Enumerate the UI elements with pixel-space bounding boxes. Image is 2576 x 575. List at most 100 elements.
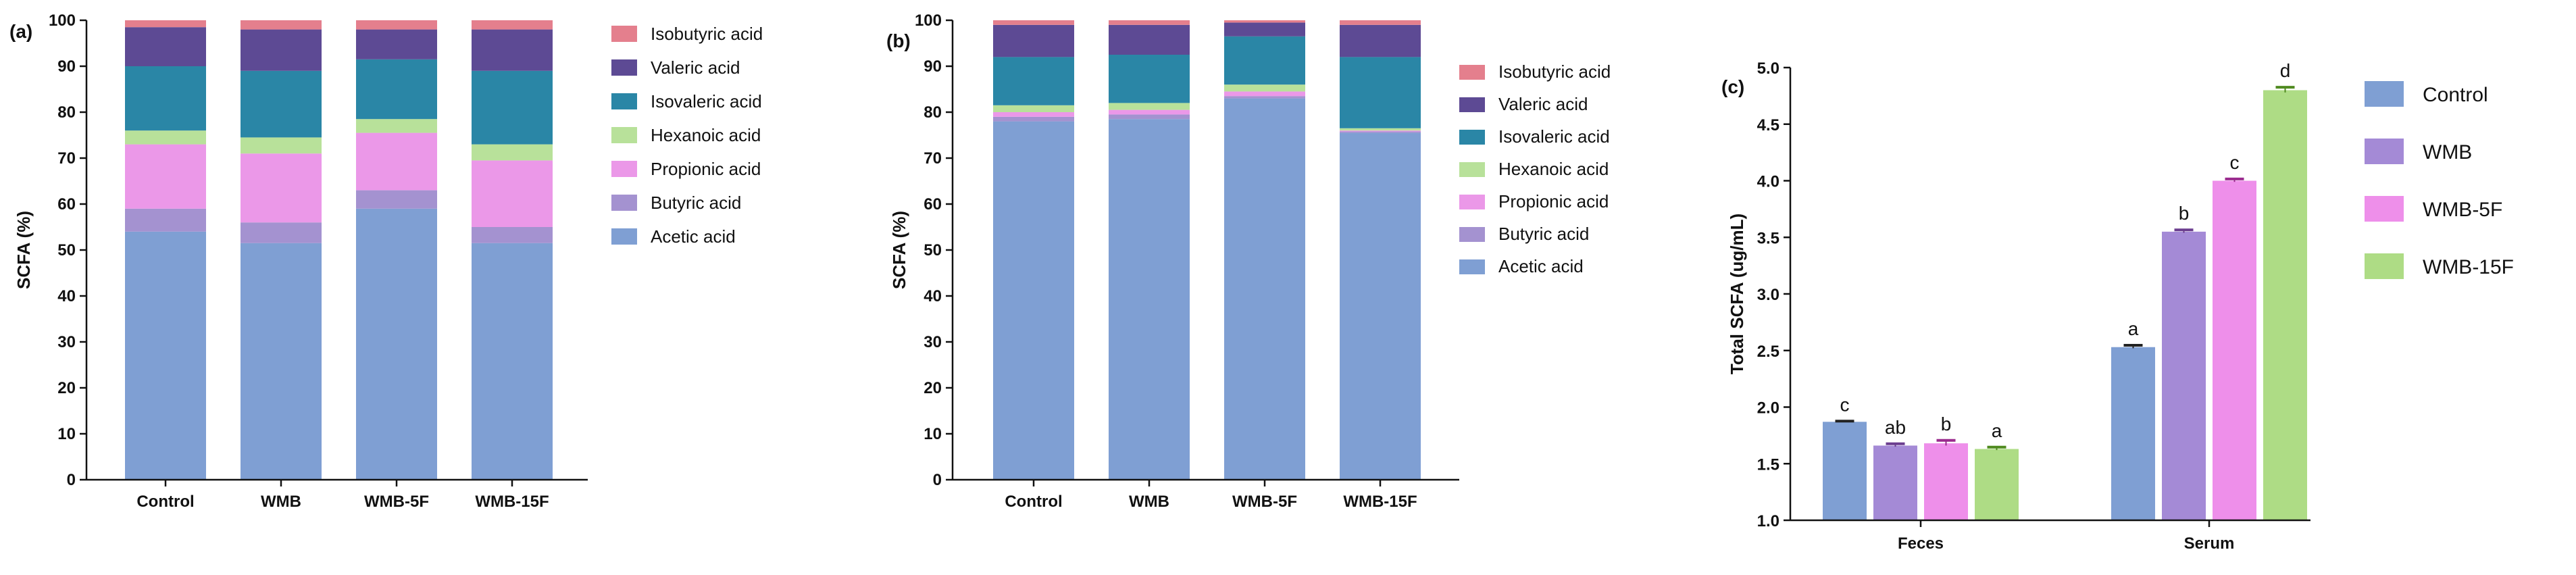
bar-segment <box>993 121 1074 480</box>
bar-segment <box>1224 36 1305 85</box>
significance-label: b <box>2179 203 2190 224</box>
y-tick-label: 30 <box>924 333 942 351</box>
legend-swatch <box>611 93 637 109</box>
y-tick-label: 80 <box>924 103 942 122</box>
x-tick-label: WMB-5F <box>364 493 429 511</box>
bar-segment <box>125 144 206 209</box>
y-tick-label: 20 <box>924 379 942 397</box>
y-tick-label: 40 <box>924 287 942 305</box>
bar-segment <box>125 231 206 480</box>
panel-label: (c) <box>1721 76 1744 97</box>
bar-segment <box>1109 114 1190 120</box>
legend-label: Propionic acid <box>1498 191 1609 211</box>
y-tick-label: 100 <box>49 11 76 30</box>
legend-label: Hexanoic acid <box>651 125 761 145</box>
legend-swatch <box>1459 130 1485 145</box>
bar-segment <box>1224 84 1305 92</box>
bar-segment <box>125 208 206 232</box>
bar-segment <box>472 70 553 145</box>
significance-label: ab <box>1885 417 1906 438</box>
chart-panel-a: (a) SCFA (%) Control WMB WMB-5F WMB-15F 0 10 20 3… <box>9 11 763 511</box>
x-tick-label: WMB <box>1129 493 1169 511</box>
bar-segment <box>1340 128 1421 131</box>
bar-segment <box>356 119 437 133</box>
bar <box>2213 180 2256 520</box>
legend-swatch <box>1459 97 1485 112</box>
bar-segment <box>472 144 553 161</box>
y-tick-label: 2.5 <box>1757 343 1779 361</box>
legend-swatch <box>611 195 637 211</box>
legend-label: Isovaleric acid <box>651 91 762 111</box>
bar-segment <box>1109 109 1190 115</box>
legend-label: Acetic acid <box>651 226 736 247</box>
legend-swatch <box>1459 259 1485 274</box>
x-tick-label: WMB <box>261 493 301 511</box>
x-tick-label: Control <box>136 493 194 511</box>
legend-label: Isovaleric acid <box>1498 126 1610 147</box>
bar-segment <box>356 132 437 191</box>
bar-segment <box>993 57 1074 105</box>
y-tick-label: 3.0 <box>1757 286 1779 304</box>
y-tick-label: 4.5 <box>1757 116 1779 134</box>
bar-segment <box>472 227 553 243</box>
y-tick-label: 70 <box>924 149 942 168</box>
y-tick-label: 60 <box>57 195 76 214</box>
bar-segment <box>1340 20 1421 25</box>
legend-label: WMB <box>2423 141 2472 164</box>
y-tick-label: 30 <box>57 333 76 351</box>
bar-segment <box>1224 20 1305 23</box>
bar-segment <box>241 153 322 223</box>
bar <box>2162 231 2206 520</box>
bar-segment <box>241 222 322 243</box>
legend-swatch <box>1459 227 1485 242</box>
panel-label: (a) <box>9 21 32 42</box>
bar-segment <box>125 130 206 145</box>
significance-label: b <box>1941 414 1952 434</box>
bar-segment <box>356 59 437 120</box>
y-axis-title: SCFA (%) <box>14 211 34 289</box>
bar-segment <box>1109 20 1190 25</box>
y-tick-label: 2.0 <box>1757 399 1779 418</box>
bar <box>2111 347 2155 520</box>
bar-segment <box>993 24 1074 57</box>
x-tick-label: Serum <box>2184 534 2235 553</box>
y-tick-label: 3.5 <box>1757 229 1779 247</box>
legend-label: Isobutyric acid <box>651 24 763 44</box>
legend: Isobutyric acid Valeric acid Isovaleric ac… <box>1459 61 1611 276</box>
x-tick-label: WMB-15F <box>475 493 549 511</box>
y-tick-label: 0 <box>67 471 76 489</box>
y-tick-label: 70 <box>57 149 76 168</box>
legend-swatch <box>2365 81 2404 107</box>
bar-segment <box>993 112 1074 117</box>
y-tick-label: 50 <box>924 241 942 259</box>
bar-segment <box>993 20 1074 25</box>
bar-segment <box>125 66 206 131</box>
y-tick-label: 4.0 <box>1757 173 1779 191</box>
bar-segment <box>241 70 322 138</box>
bar-segment <box>1224 91 1305 97</box>
y-tick-label: 1.5 <box>1757 455 1779 474</box>
legend-swatch <box>611 161 637 177</box>
legend-label: WMB-15F <box>2423 256 2514 278</box>
legend-swatch <box>2365 139 2404 164</box>
y-tick-label: 10 <box>57 425 76 443</box>
legend: Isobutyric acid Valeric acid Isovaleric ac… <box>611 24 763 247</box>
y-tick-label: 50 <box>57 241 76 259</box>
legend-swatch <box>611 26 637 42</box>
y-tick-label: 1.0 <box>1757 512 1779 530</box>
legend: Control WMB WMB-5F WMB-15F <box>2365 81 2514 279</box>
significance-label: a <box>2128 318 2139 339</box>
legend-swatch <box>611 228 637 245</box>
bar-segment <box>1340 130 1421 132</box>
y-tick-label: 10 <box>924 425 942 443</box>
legend-label: Butyric acid <box>651 193 741 213</box>
bar-segment <box>356 208 437 480</box>
bar-segment <box>993 116 1074 122</box>
bar-segment <box>1109 103 1190 110</box>
y-tick-label: 60 <box>924 195 942 214</box>
chart-panel-c: (c)Total SCFA (ug/mL)cab b aFecesabcdSerum… <box>1721 59 2514 553</box>
y-tick-label: 40 <box>57 287 76 305</box>
bar <box>1924 443 1968 520</box>
bar-segment <box>125 27 206 66</box>
